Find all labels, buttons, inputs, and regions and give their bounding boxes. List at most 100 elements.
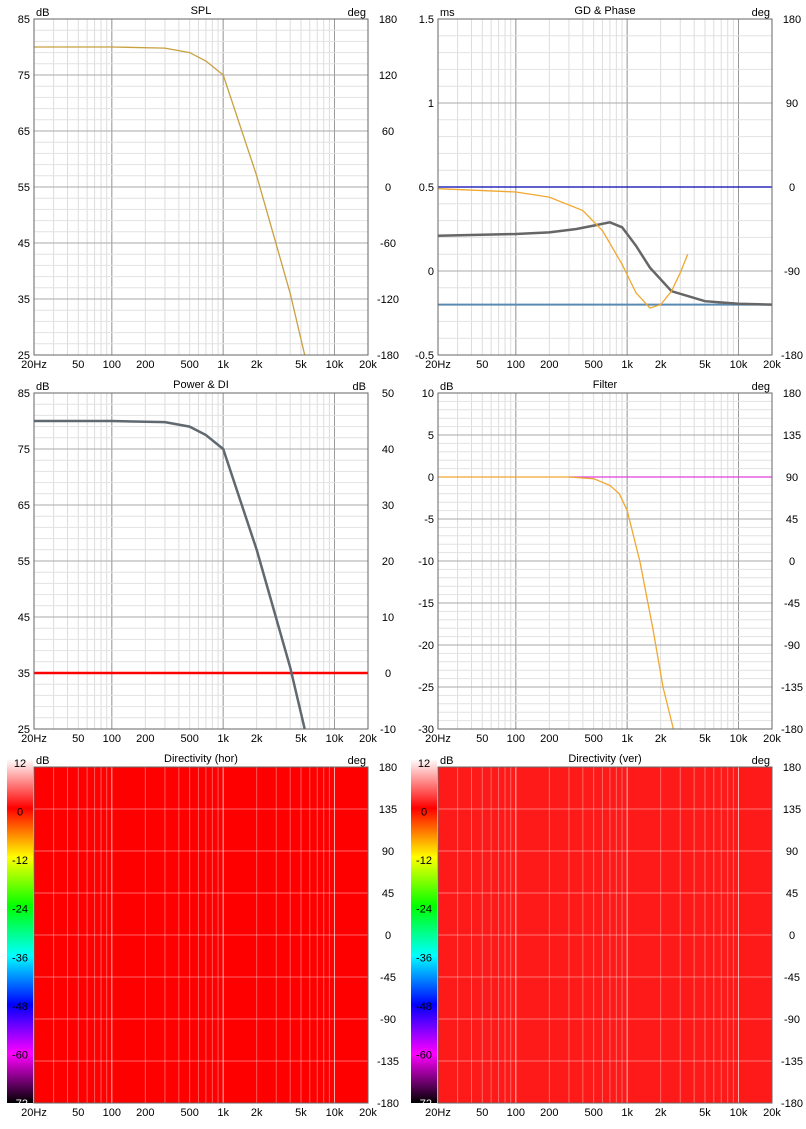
left-tick-label: -30 xyxy=(418,724,434,736)
left-tick-label: -5 xyxy=(424,514,434,526)
panel-6: Directivity (ver) dB deg 180 135 90 45 0 -45 -90 -… xyxy=(411,753,803,1119)
x-tick-label: 100 xyxy=(507,733,525,745)
right-tick-label: -180 xyxy=(781,350,803,362)
x-tick-label: 20k xyxy=(359,359,377,371)
x-tick-label: 20k xyxy=(763,733,781,745)
x-tick-label: 200 xyxy=(136,733,154,745)
right-tick-label: 0 xyxy=(385,182,391,194)
x-tick-label: 10k xyxy=(730,1107,748,1119)
x-tick-label: 50 xyxy=(72,1107,84,1119)
x-tick-label: 100 xyxy=(103,1107,121,1119)
right-tick-label: 180 xyxy=(783,762,801,774)
left-tick-label: 1.5 xyxy=(419,14,434,26)
plot-frame xyxy=(33,392,369,730)
x-tick-label: 2k xyxy=(655,1107,667,1119)
x-tick-label: 1k xyxy=(621,1107,633,1119)
colorbar-label: -48 xyxy=(12,1001,28,1013)
panel-5: Directivity (hor) dB deg 180 135 90 45 0 -45 -90 -… xyxy=(7,753,399,1119)
right-tick-label: 50 xyxy=(382,388,394,400)
x-tick-label: 200 xyxy=(540,359,558,371)
x-tick-label: 5k xyxy=(699,1107,711,1119)
right-tick-label: -120 xyxy=(377,294,399,306)
colorbar-label: -12 xyxy=(416,855,432,867)
right-tick-label: 0 xyxy=(385,668,391,680)
x-tick-label: 50 xyxy=(72,359,84,371)
right-tick-label: 30 xyxy=(382,500,394,512)
left-tick-label: -15 xyxy=(418,598,434,610)
x-tick-label: 2k xyxy=(655,733,667,745)
right-tick-label: -10 xyxy=(380,724,396,736)
left-tick-label: 75 xyxy=(18,444,30,456)
left-axis-unit: dB xyxy=(440,755,453,767)
x-tick-label: 20k xyxy=(763,359,781,371)
right-axis-unit: deg xyxy=(752,7,770,19)
left-tick-label: 55 xyxy=(18,182,30,194)
colorbar xyxy=(411,759,437,1103)
panel-title: Filter xyxy=(593,379,618,391)
right-axis-unit: deg xyxy=(348,755,366,767)
right-axis-unit: deg xyxy=(752,381,770,393)
left-tick-label: 65 xyxy=(18,500,30,512)
x-tick-label: 10k xyxy=(326,359,344,371)
x-tick-label: 200 xyxy=(540,1107,558,1119)
left-tick-label: 85 xyxy=(18,388,30,400)
colorbar-label: -72 xyxy=(12,1098,28,1110)
x-tick-label: 100 xyxy=(507,359,525,371)
right-tick-label: 40 xyxy=(382,444,394,456)
left-axis-unit: dB xyxy=(36,7,49,19)
right-tick-label: 20 xyxy=(382,556,394,568)
x-tick-label: 50 xyxy=(476,1107,488,1119)
left-tick-label: 55 xyxy=(18,556,30,568)
colorbar xyxy=(7,759,33,1103)
right-tick-label: 180 xyxy=(379,14,397,26)
left-tick-label: -10 xyxy=(418,556,434,568)
left-tick-label: -25 xyxy=(418,682,434,694)
panel-title: SPL xyxy=(191,5,212,17)
x-tick-label: 5k xyxy=(699,733,711,745)
colorbar-label: 0 xyxy=(421,807,427,819)
x-tick-label: 1k xyxy=(217,733,229,745)
left-tick-label: 75 xyxy=(18,70,30,82)
panel-2: GD & Phase ms deg 1.5 1 0.5 0 -0.5 180 90 0 -90 -180… xyxy=(415,5,803,371)
colorbar-label: 12 xyxy=(14,758,26,770)
x-tick-label: 200 xyxy=(540,733,558,745)
right-tick-label: 135 xyxy=(783,804,801,816)
x-tick-label: 200 xyxy=(136,359,154,371)
left-axis-unit: dB xyxy=(36,381,49,393)
right-tick-label: 60 xyxy=(382,126,394,138)
right-tick-label: 0 xyxy=(789,182,795,194)
right-tick-label: 120 xyxy=(379,70,397,82)
right-tick-label: -90 xyxy=(784,266,800,278)
right-tick-label: 0 xyxy=(789,556,795,568)
plot-frame xyxy=(437,392,773,730)
panel-title: Directivity (ver) xyxy=(568,753,641,765)
colorbar-label: -24 xyxy=(416,904,432,916)
right-tick-label: -135 xyxy=(781,1056,803,1068)
x-tick-label: 20k xyxy=(763,1107,781,1119)
series-line-2 xyxy=(438,476,675,729)
left-tick-label: 25 xyxy=(18,724,30,736)
panel-title: Directivity (hor) xyxy=(164,753,238,765)
x-tick-label: 1k xyxy=(217,1107,229,1119)
right-tick-label: -45 xyxy=(380,972,396,984)
right-tick-label: 90 xyxy=(786,846,798,858)
right-tick-label: -135 xyxy=(781,682,803,694)
x-tick-label: 50 xyxy=(476,359,488,371)
right-tick-label: 10 xyxy=(382,612,394,624)
x-tick-label: 20Hz xyxy=(21,359,47,371)
colorbar-label: 0 xyxy=(17,807,23,819)
heatmap-fill xyxy=(34,767,368,1103)
x-tick-label: 20Hz xyxy=(21,733,47,745)
right-tick-label: 180 xyxy=(783,14,801,26)
x-tick-label: 200 xyxy=(136,1107,154,1119)
right-tick-label: -90 xyxy=(784,640,800,652)
right-tick-label: -180 xyxy=(781,724,803,736)
x-tick-label: 20Hz xyxy=(425,1107,451,1119)
right-axis-unit: dB xyxy=(353,381,366,393)
x-tick-label: 100 xyxy=(103,733,121,745)
colorbar-label: -60 xyxy=(416,1049,432,1061)
plot-frame xyxy=(437,18,773,356)
